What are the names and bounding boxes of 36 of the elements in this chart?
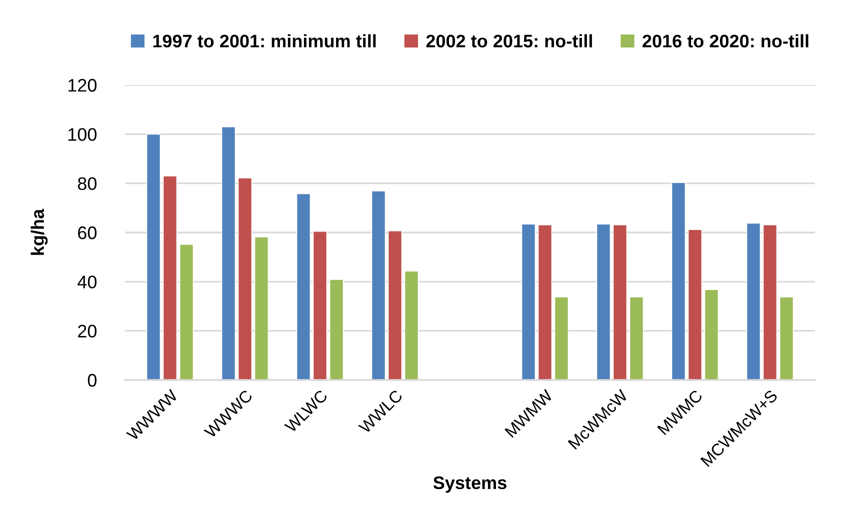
bar — [596, 224, 611, 380]
bar — [238, 178, 252, 380]
y-tick-label: 20 — [78, 324, 97, 338]
bar — [221, 126, 236, 380]
legend-label: 1997 to 2001: minimum till — [153, 34, 376, 48]
bar — [629, 296, 644, 380]
x-axis-title: Systems — [433, 476, 506, 493]
bar — [671, 182, 686, 380]
bar — [179, 244, 194, 380]
bar — [371, 190, 386, 380]
bar — [521, 224, 536, 380]
bar — [746, 222, 761, 380]
bar — [704, 289, 719, 380]
bar — [329, 279, 344, 380]
y-tick-label: 60 — [78, 226, 97, 240]
bar — [146, 134, 161, 380]
y-tick-label: 40 — [78, 276, 97, 288]
y-tick-label: 80 — [78, 177, 97, 190]
bar — [554, 296, 569, 380]
y-tick-label: 100 — [68, 128, 97, 141]
bar — [612, 224, 628, 380]
bar — [688, 229, 702, 380]
legend-label: 2002 to 2015: no-till — [426, 34, 592, 48]
y-tick-label: 120 — [68, 78, 97, 92]
bar — [404, 270, 419, 380]
bar — [162, 176, 178, 380]
y-tick-label: 0 — [88, 374, 97, 387]
bar — [762, 224, 778, 380]
bar — [254, 236, 269, 380]
bar — [538, 224, 552, 380]
bar — [388, 230, 402, 380]
bar — [779, 296, 794, 380]
bar — [312, 230, 328, 380]
y-axis-title: kg/ha — [30, 208, 48, 255]
bar — [296, 193, 311, 380]
legend-label: 2016 to 2020: no-till — [642, 34, 808, 48]
